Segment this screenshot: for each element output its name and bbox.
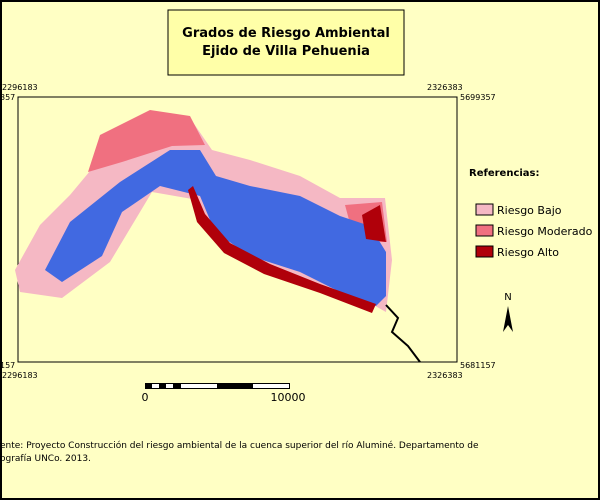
high-risk-zone [188, 186, 376, 313]
title-box [167, 9, 405, 76]
legend-swatch [475, 245, 494, 258]
coord-label: 2296183 [2, 371, 38, 380]
scale-bar [145, 383, 290, 389]
title-line: Grados de Riesgo Ambiental [182, 26, 390, 41]
river [385, 304, 421, 363]
north-arrow [503, 306, 513, 332]
legend-label: Riesgo Alto [497, 246, 559, 259]
source-text: ente: Proyecto Construcción del riesgo a… [0, 440, 479, 451]
coord-label: 357 [0, 93, 15, 102]
legend-swatch [475, 224, 494, 237]
coord-label: 157 [0, 361, 15, 370]
legend-label: Riesgo Bajo [497, 204, 562, 217]
legend-label: Riesgo Moderado [497, 225, 593, 238]
legend-title: Referencias: [469, 168, 540, 179]
north-label: N [504, 292, 511, 303]
moderate-risk-zone [88, 110, 205, 172]
lake-map [15, 110, 421, 363]
coord-label: 2296183 [2, 83, 38, 92]
coord-label: 2326383 [427, 83, 463, 92]
map-frame [17, 96, 458, 363]
coord-label: 5681157 [460, 361, 496, 370]
high-risk-zone [362, 205, 386, 242]
source-text: ografía UNCo. 2013. [0, 454, 91, 464]
scale-label: 10000 [271, 391, 306, 404]
coord-label: 5699357 [460, 93, 496, 102]
legend-swatch [475, 203, 494, 216]
scale-label: 0 [142, 391, 149, 404]
title-line: Ejido de Villa Pehuenia [202, 44, 370, 59]
coord-label: 2326383 [427, 371, 463, 380]
